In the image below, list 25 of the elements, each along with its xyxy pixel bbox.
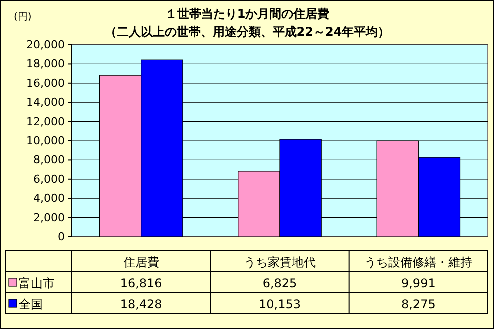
data-label: 9,991 [401,276,436,290]
y-tick-label: 0 [58,230,65,244]
x-tick-label: 住居費 [122,256,160,270]
y-axis-title: (円) [14,12,32,23]
y-tick-label: 14,000 [26,96,65,110]
y-tick-label: 4,000 [34,192,65,206]
chart-subtitle: （二人以上の世帯、用途分類、平成22～24年平均） [104,25,390,39]
y-tick-label: 20,000 [26,38,65,52]
x-tick-label: うち家賃地代 [244,256,316,270]
y-tick-label: 12,000 [26,115,65,128]
y-tick-label: 6,000 [34,172,65,186]
data-label: 18,428 [120,298,162,312]
legend-label: 全国 [19,298,43,312]
y-tick-label: 10,000 [26,134,65,148]
data-label: 8,275 [401,298,436,312]
x-tick-label: うち設備修繕・維持 [364,256,473,270]
y-tick-label: 18,000 [26,58,65,71]
legend-label: 富山市 [19,276,55,290]
data-label: 6,825 [262,276,298,290]
y-tick-label: 2,000 [34,211,65,224]
data-label: 10,153 [259,298,301,312]
y-tick-label: 8,000 [34,154,65,167]
chart-title: １世帯当たり1か月間の住居費 [165,7,330,21]
y-tick-label: 16,000 [26,76,65,90]
data-label: 16,816 [120,276,162,290]
